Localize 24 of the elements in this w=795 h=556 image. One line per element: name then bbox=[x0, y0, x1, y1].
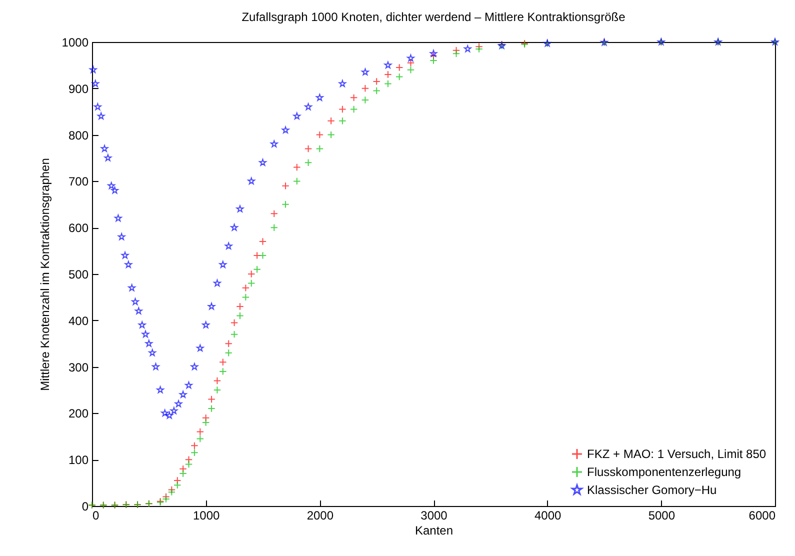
x-tick-label: 1000 bbox=[192, 508, 220, 522]
x-tick-label: 5000 bbox=[648, 508, 676, 522]
x-tick-label: 0 bbox=[92, 508, 100, 522]
y-tick-label: 800 bbox=[68, 128, 89, 142]
x-tick-label: 2000 bbox=[306, 508, 334, 522]
y-tick-label: 400 bbox=[68, 314, 89, 328]
x-tick-label: 4000 bbox=[534, 508, 562, 522]
x-tick-label: 3000 bbox=[420, 508, 448, 522]
legend-label: Klassischer Gomory−Hu bbox=[587, 483, 717, 497]
y-tick-label: 0 bbox=[82, 500, 89, 514]
y-tick-label: 1000 bbox=[62, 36, 89, 50]
y-tick-label: 100 bbox=[68, 453, 89, 468]
y-axis-title: Mittlere Knotenzahl im Kontraktionsgraphen bbox=[38, 158, 52, 391]
chart-title: Zufallsgraph 1000 Knoten, dichter werdend – Mittlere Kontraktionsgröße bbox=[242, 10, 626, 24]
legend-label: FKZ + MAO: 1 Versuch, Limit 850 bbox=[587, 447, 766, 461]
y-tick-label: 200 bbox=[68, 406, 89, 421]
x-axis-title: Kanten bbox=[414, 524, 454, 538]
y-tick-label: 500 bbox=[68, 268, 89, 282]
y-tick-label: 300 bbox=[68, 360, 89, 374]
y-tick-label: 600 bbox=[68, 221, 89, 236]
y-tick-label: 900 bbox=[68, 82, 89, 96]
legend-label: Flusskomponentenzerlegung bbox=[587, 465, 742, 479]
y-tick-label: 700 bbox=[68, 174, 89, 189]
x-tick-label: 6000 bbox=[748, 508, 776, 522]
